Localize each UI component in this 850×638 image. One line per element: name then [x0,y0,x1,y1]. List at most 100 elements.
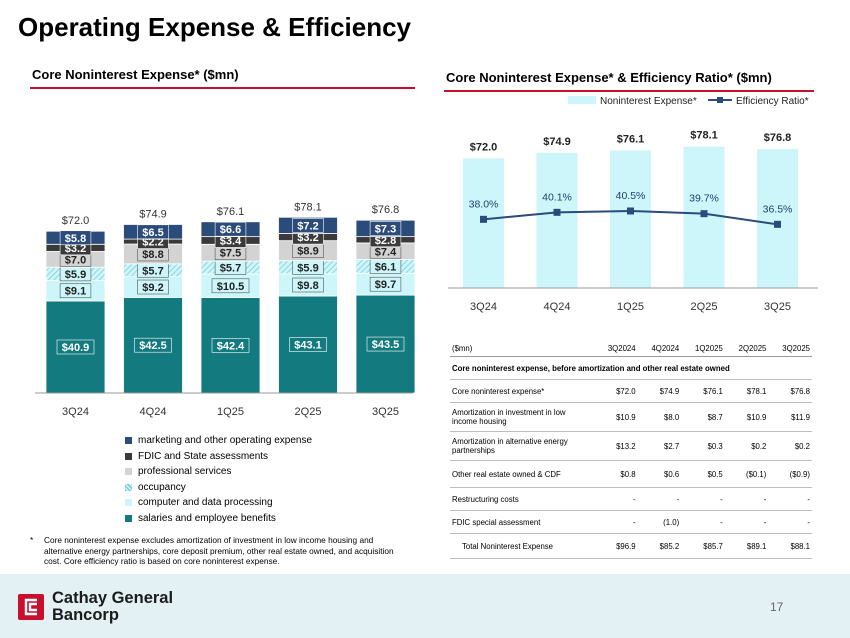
x-tick-label: 4Q24 [544,301,571,313]
table-row-label: Total Noninterest Expense [450,533,594,559]
total-label: $72.0 [62,215,90,227]
data-label-salaries-and-employee-benefits: $43.5 [372,339,400,351]
data-label-computer-and-data-processing: $9.2 [142,282,163,294]
data-label-computer-and-data-processing: $9.1 [65,286,86,298]
table-cell: $13.2 [594,431,638,461]
table-row: FDIC special assessment - (1.0) - - - [450,510,812,534]
legend-swatch [125,437,132,444]
table-row: Other real estate owned & CDF $0.8 $0.6 $0.… [450,460,812,488]
efficiency-ratio-label: 39.7% [689,193,719,205]
data-label-fdic-and-state-assessments: $2.2 [142,237,163,249]
table-cell: $0.5 [681,460,725,488]
table-cell: $0.2 [768,431,812,461]
legend-label: occupancy [138,481,186,493]
table-header-period: 4Q2024 [637,340,682,357]
table-cell: $85.7 [681,533,725,559]
data-label-fdic-and-state-assessments: $3.2 [297,232,318,244]
data-label-occupancy: $5.7 [220,263,241,275]
data-label-professional-services: $7.4 [375,246,397,258]
table-section-row: Core noninterest expense, before amortiz… [450,356,812,380]
data-label-fdic-and-state-assessments: $3.2 [65,243,86,255]
legend-label: marketing and other operating expense [138,435,313,446]
table-cell: $89.1 [724,533,769,559]
left-chart-title: Core Noninterest Expense* ($mn) [32,67,239,82]
data-label-professional-services: $8.9 [297,246,318,258]
bar-value-label: $72.0 [470,141,498,153]
data-label-box [137,224,169,240]
table-row-label: Other real estate owned & CDF [450,460,594,488]
table-cell: $74.9 [637,379,682,403]
data-label-box [56,339,95,355]
table-row: Core noninterest expense* $72.0 $74.9 $76.1… [450,379,812,403]
table-cell: ($0.1) [724,460,769,488]
table-cell: - [594,510,638,534]
data-label-box [214,221,247,237]
data-label-occupancy: $6.1 [375,261,396,273]
table-header-period: 3Q2025 [768,340,812,357]
table-cell: - [768,510,812,534]
table-cell: - [724,510,769,534]
table-cell: $8.7 [681,402,725,432]
right-title-rule [444,90,814,92]
table-cell: $76.1 [681,379,725,403]
legend-swatch [125,468,132,475]
company-name-line1: Cathay General [52,589,174,607]
data-label-box [134,337,172,353]
data-label-professional-services: $7.0 [65,254,86,266]
table-row: Restructuring costs - - - - - [450,487,812,511]
data-label-box [369,276,402,292]
legend-item-professional-services: professional services [125,466,231,477]
stacked-expense-chart: $40.9$9.1$5.9$7.0$3.2$5.8$72.03Q24$42.5$… [35,201,415,418]
footer [0,574,850,638]
efficiency-ratio-point [480,215,487,223]
table-cell: $0.2 [724,431,769,461]
legend-label: professional services [138,466,232,477]
data-label-box [211,278,250,294]
legend-label-noninterest-expense: Noninterest Expense* [600,96,697,107]
table-cell: $88.1 [768,533,812,559]
bar-value-label: $74.9 [543,136,571,148]
table-row-label: Amortization in alternative energy partn… [450,431,594,461]
x-tick-label: 2Q25 [691,301,718,313]
data-label-salaries-and-employee-benefits: $42.5 [139,340,167,352]
x-tick-label: 3Q24 [470,301,497,313]
table-cell: - [637,487,682,511]
data-label-computer-and-data-processing: $9.8 [297,280,318,292]
table-cell: $2.7 [637,431,682,461]
x-tick-label: 2Q25 [295,406,322,418]
bar-value-label: $76.1 [617,133,645,145]
table-cell: $85.2 [637,533,682,559]
legend-swatch-noninterest-expense [568,96,596,104]
efficiency-ratio-point [774,220,781,228]
bar-noninterest-expense [463,158,504,288]
legend-marker-efficiency-ratio [717,97,723,103]
legend-label: salaries and employee benefits [138,512,276,524]
efficiency-ratio-label: 40.1% [542,191,572,203]
table-section-label: Core noninterest expense, before amortiz… [450,356,812,380]
bar-noninterest-expense [536,152,578,288]
table-cell: - [681,510,725,534]
data-label-box [366,336,405,352]
bar-noninterest-expense [757,149,798,288]
legend-item-occupancy: occupancy [125,482,186,493]
data-label-marketing-and-other-operating-expense: $6.5 [142,227,163,239]
legend-swatch [125,452,132,460]
table-row-label: Core noninterest expense* [450,379,594,403]
data-label-box [369,221,402,236]
x-tick-label: 3Q25 [764,301,791,313]
legend-item-fdic-and-state-assessments: FDIC and State assessments [125,451,268,462]
table-header-period: 1Q2025 [681,340,725,357]
table-cell: $11.9 [768,402,812,432]
total-label: $76.1 [217,206,245,218]
data-label-fdic-and-state-assessments: $2.8 [375,235,396,247]
table-cell: $76.8 [768,379,812,403]
page-title: Operating Expense & Efficiency [18,12,412,42]
x-tick-label: 1Q25 [617,301,644,313]
table-cell: $8.0 [637,402,682,432]
legend-swatch [125,499,132,506]
table-cell: $0.3 [681,431,725,461]
bar-value-label: $76.8 [764,132,792,144]
footnote-marker: * [30,535,34,545]
legend-item-marketing-and-other-operating-expense: marketing and other operating expense [125,435,312,446]
table-header-period: 3Q2024 [594,340,638,357]
